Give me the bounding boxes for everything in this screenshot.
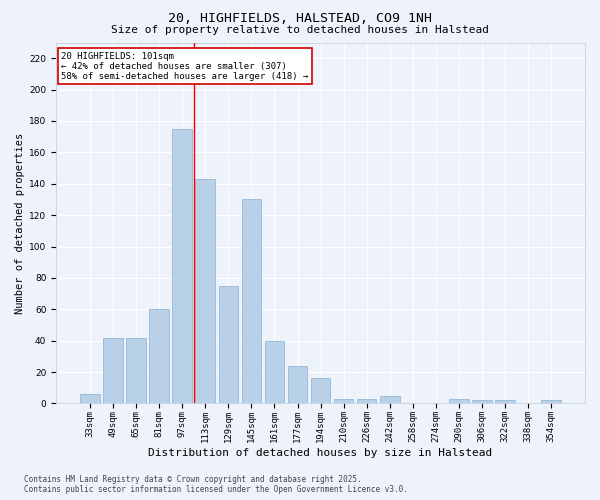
- Bar: [495, 400, 515, 404]
- Bar: [380, 396, 400, 404]
- Bar: [334, 398, 353, 404]
- Bar: [196, 179, 215, 404]
- Bar: [80, 394, 100, 404]
- Text: Contains HM Land Registry data © Crown copyright and database right 2025.
Contai: Contains HM Land Registry data © Crown c…: [24, 474, 408, 494]
- Bar: [103, 338, 123, 404]
- Bar: [242, 200, 261, 404]
- Bar: [172, 129, 192, 404]
- Y-axis label: Number of detached properties: Number of detached properties: [15, 132, 25, 314]
- Bar: [541, 400, 561, 404]
- Bar: [311, 378, 331, 404]
- Text: 20, HIGHFIELDS, HALSTEAD, CO9 1NH: 20, HIGHFIELDS, HALSTEAD, CO9 1NH: [168, 12, 432, 26]
- Bar: [126, 338, 146, 404]
- Bar: [449, 398, 469, 404]
- Bar: [149, 310, 169, 404]
- Bar: [288, 366, 307, 404]
- Text: Size of property relative to detached houses in Halstead: Size of property relative to detached ho…: [111, 25, 489, 35]
- X-axis label: Distribution of detached houses by size in Halstead: Distribution of detached houses by size …: [148, 448, 493, 458]
- Bar: [357, 398, 376, 404]
- Text: 20 HIGHFIELDS: 101sqm
← 42% of detached houses are smaller (307)
58% of semi-det: 20 HIGHFIELDS: 101sqm ← 42% of detached …: [61, 52, 308, 82]
- Bar: [218, 286, 238, 404]
- Bar: [265, 340, 284, 404]
- Bar: [472, 400, 492, 404]
